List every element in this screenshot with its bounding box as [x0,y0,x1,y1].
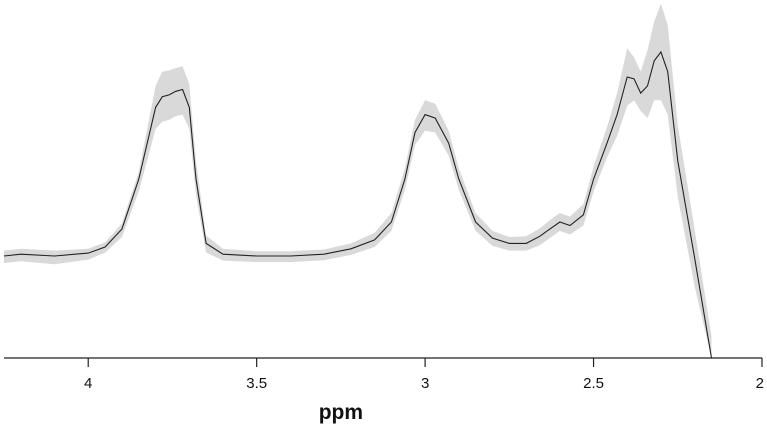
x-tick-label-2.5: 2.5 [583,375,604,392]
x-tick-label-2: 2 [756,375,764,392]
x-tick-label-4: 4 [84,375,92,392]
x-axis-title: ppm [319,401,363,424]
confidence-band [4,3,712,358]
mean-spectrum-line [3,50,713,359]
x-tick-label-3: 3 [421,375,429,392]
plot-area [3,3,713,359]
x-tick-label-3.5: 3.5 [246,375,267,392]
x-axis-ticks: 4 3.5 3 2.5 2 [84,358,764,392]
